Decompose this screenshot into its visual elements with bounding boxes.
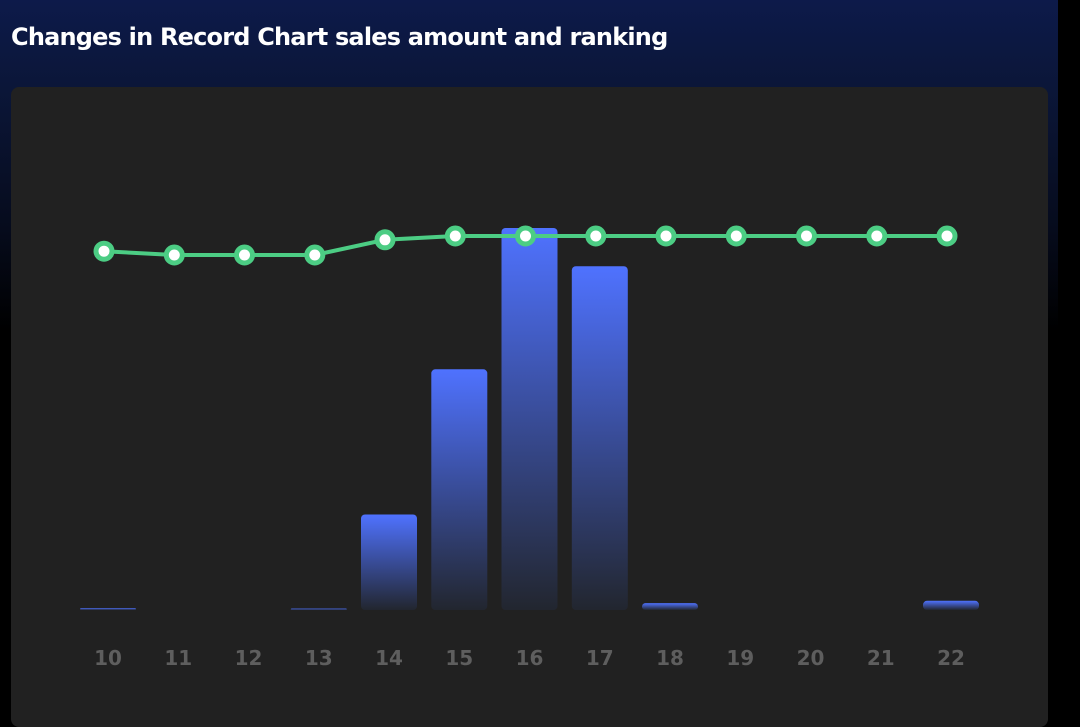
ranking-point-17[interactable] — [585, 225, 607, 247]
x-axis-ticks: 10 11 12 13 14 15 16 17 18 19 20 21 22 — [94, 646, 965, 670]
x-tick-label-12: 12 — [235, 646, 263, 670]
x-tick-label-18: 18 — [656, 646, 684, 670]
ranking-point-18[interactable] — [655, 225, 677, 247]
x-tick-label-20: 20 — [797, 646, 825, 670]
x-tick-label-17: 17 — [586, 646, 614, 670]
x-tick-label-15: 15 — [445, 646, 473, 670]
ranking-point-20[interactable] — [796, 225, 817, 247]
bar-17 — [571, 266, 628, 610]
x-tick-label-10: 10 — [94, 646, 122, 670]
bar-18 — [642, 603, 698, 610]
ranking-point-14[interactable] — [374, 229, 396, 251]
bar-13 — [290, 608, 347, 610]
bar-14 — [361, 514, 417, 610]
combo-chart: 10 11 12 13 14 15 16 17 18 19 20 21 22 — [80, 225, 979, 670]
ranking-point-10[interactable] — [93, 240, 115, 262]
ranking-point-11[interactable] — [163, 244, 185, 266]
ranking-point-13[interactable] — [304, 244, 326, 266]
bar-22 — [923, 600, 979, 610]
x-tick-label-21: 21 — [867, 646, 895, 670]
x-tick-label-19: 19 — [726, 646, 754, 670]
ranking-point-19[interactable] — [725, 225, 747, 247]
x-tick-label-11: 11 — [164, 646, 192, 670]
bar-16 — [501, 228, 558, 610]
bars-layer — [80, 228, 979, 610]
page-background: Changes in Record Chart sales amount and… — [0, 0, 1058, 727]
ranking-point-12[interactable] — [234, 244, 255, 266]
ranking-point-22[interactable] — [936, 225, 958, 247]
x-tick-label-22: 22 — [937, 646, 965, 670]
x-tick-label-16: 16 — [516, 646, 544, 670]
ranking-point-21[interactable] — [866, 225, 888, 247]
line-layer — [93, 225, 958, 266]
ranking-point-16[interactable] — [515, 225, 536, 247]
bar-10 — [80, 608, 136, 610]
x-tick-label-14: 14 — [375, 646, 403, 670]
x-tick-label-13: 13 — [305, 646, 333, 670]
bar-15 — [431, 369, 488, 610]
ranking-point-15[interactable] — [444, 225, 466, 247]
chart-title: Changes in Record Chart sales amount and… — [11, 23, 668, 51]
